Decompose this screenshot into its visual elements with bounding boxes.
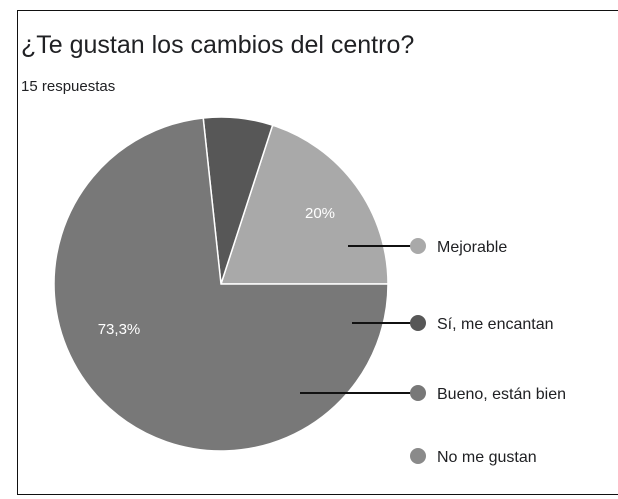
- legend-leader-lines: [300, 245, 418, 394]
- legend-label-si-me-encantan: Sí, me encantan: [437, 316, 554, 333]
- legend-marker-si-me-encantan: [410, 315, 426, 331]
- value-label-bueno-estan-bien: 73,3%: [98, 321, 141, 338]
- legend-marker-mejorable: [410, 238, 426, 254]
- pie-slice-bueno-estan-bien: [53, 117, 389, 452]
- chart-title: ¿Te gustan los cambios del centro?: [21, 31, 415, 59]
- value-label-mejorable: 20%: [305, 205, 335, 222]
- legend: Mejorable Sí, me encantan Bueno, están bie…: [410, 238, 566, 466]
- legend-label-mejorable: Mejorable: [437, 239, 507, 256]
- pie-value-labels: 20% 73,3%: [98, 205, 335, 338]
- pie-slice-mejorable: [219, 124, 389, 285]
- response-count: 15 respuestas: [21, 78, 116, 95]
- legend-label-no-me-gustan: No me gustan: [437, 449, 537, 466]
- legend-marker-bueno-estan-bien: [410, 385, 426, 401]
- legend-label-bueno-estan-bien: Bueno, están bien: [437, 386, 566, 403]
- pie-slices: [53, 116, 389, 452]
- legend-marker-no-me-gustan: [410, 448, 426, 464]
